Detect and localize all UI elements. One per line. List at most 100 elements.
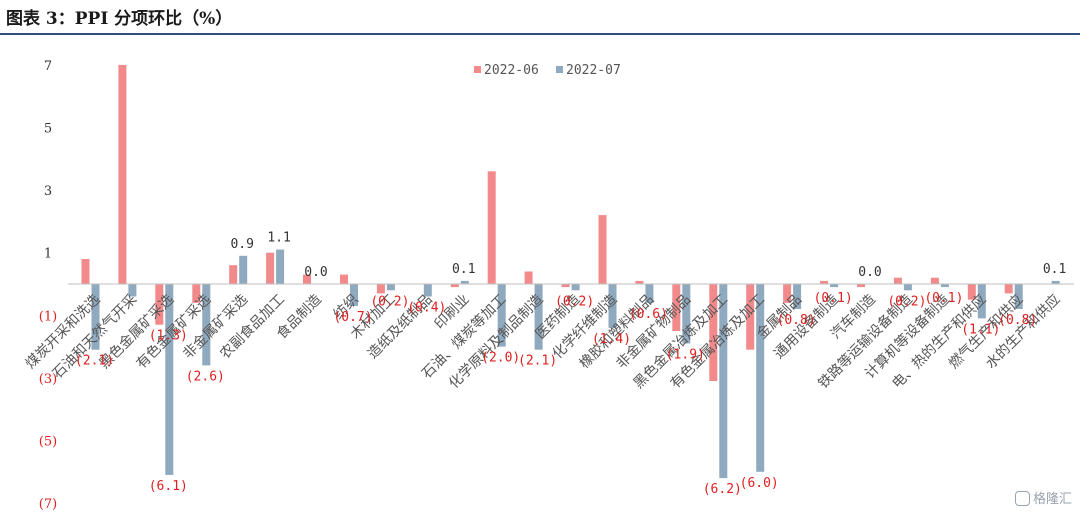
data-label: (0.8) bbox=[777, 313, 816, 328]
y-tick-label: 7 bbox=[44, 59, 52, 74]
bar-2022-06 bbox=[118, 64, 127, 285]
data-label: (6.1) bbox=[149, 479, 188, 494]
data-label: (1.3) bbox=[149, 329, 188, 344]
bar-2022-07 bbox=[534, 284, 543, 350]
bar-2022-07 bbox=[350, 284, 358, 306]
chart-title: 图表 3：PPI 分项环比（%） bbox=[6, 9, 233, 29]
data-label: (0.1) bbox=[924, 291, 963, 306]
bar-2022-07 bbox=[830, 284, 839, 288]
legend-swatch bbox=[474, 66, 481, 73]
bar-2022-07 bbox=[608, 284, 617, 328]
legend: 2022-06 2022-07 bbox=[474, 63, 621, 78]
bar-2022-07 bbox=[423, 284, 432, 297]
bar-2022-06 bbox=[340, 274, 348, 284]
legend-label: 2022-06 bbox=[484, 63, 539, 78]
bar-2022-07 bbox=[202, 284, 211, 366]
bar-2022-07 bbox=[460, 280, 469, 284]
bar-2022-07 bbox=[1014, 284, 1023, 309]
y-tick-label: 3 bbox=[44, 184, 52, 199]
bar-2022-06 bbox=[967, 284, 976, 300]
watermark-logo-icon bbox=[1014, 491, 1030, 506]
data-label: (6.0) bbox=[740, 476, 779, 491]
bar-2022-06 bbox=[524, 271, 533, 284]
bar-2022-07 bbox=[239, 255, 248, 284]
bar-2022-07 bbox=[977, 284, 986, 319]
bar-2022-06 bbox=[229, 265, 238, 284]
data-label: (0.2) bbox=[555, 294, 594, 309]
bar-2022-06 bbox=[487, 171, 496, 284]
bar-2022-07 bbox=[940, 284, 949, 288]
bar-2022-07 bbox=[682, 284, 691, 344]
y-tick-label: (7) bbox=[39, 497, 57, 512]
y-tick-label: 1 bbox=[44, 247, 52, 262]
data-label: (0.1) bbox=[814, 291, 853, 306]
bar-2022-06 bbox=[746, 284, 755, 350]
y-tick-label: (3) bbox=[39, 372, 57, 387]
data-label: (2.1) bbox=[518, 354, 557, 369]
bar-2022-06 bbox=[192, 284, 201, 303]
legend-swatch bbox=[556, 66, 563, 73]
bar-2022-06 bbox=[672, 284, 681, 331]
bar-2022-06 bbox=[266, 252, 275, 284]
bar-2022-07 bbox=[571, 284, 580, 291]
data-label: (0.7) bbox=[333, 310, 372, 325]
legend-label: 2022-07 bbox=[566, 63, 621, 78]
bar-2022-07 bbox=[276, 249, 285, 284]
watermark-text: 格隆汇 bbox=[1032, 492, 1072, 507]
data-label: (0.8) bbox=[998, 313, 1037, 328]
bar-2022-07 bbox=[165, 284, 174, 475]
data-label: (0.2) bbox=[887, 294, 926, 309]
data-label: 0.9 bbox=[230, 237, 253, 252]
bar-2022-07 bbox=[386, 284, 395, 291]
bar-2022-06 bbox=[930, 277, 939, 284]
data-label: (0.2) bbox=[370, 294, 409, 309]
bar-2022-07 bbox=[91, 284, 100, 350]
data-label: 0.1 bbox=[1043, 262, 1066, 277]
y-tick-label: (1) bbox=[39, 309, 57, 324]
data-label: (6.2) bbox=[703, 482, 742, 497]
bar-2022-06 bbox=[893, 277, 902, 284]
bar-2022-06 bbox=[857, 284, 865, 288]
bar-2022-06 bbox=[303, 274, 311, 284]
data-label: (0.4) bbox=[407, 301, 446, 316]
data-label: (1.1) bbox=[961, 322, 1000, 337]
data-label: 1.1 bbox=[267, 231, 290, 246]
bar-2022-06 bbox=[81, 259, 90, 284]
bar-2022-07 bbox=[497, 284, 506, 347]
data-label: 0.1 bbox=[452, 262, 475, 277]
bar-2022-07 bbox=[1051, 280, 1060, 284]
bars-layer bbox=[81, 64, 1060, 479]
data-label: 0.0 bbox=[858, 265, 881, 280]
data-label: (2.1) bbox=[75, 354, 114, 369]
y-axis-ticks: 7 5 3 1 (1) (3) (5) (7) bbox=[39, 59, 57, 512]
bar-2022-06 bbox=[450, 284, 459, 288]
data-label: (1.4) bbox=[592, 332, 631, 347]
bar-2022-07 bbox=[793, 284, 802, 309]
data-label: 0.0 bbox=[304, 265, 327, 280]
bar-2022-07 bbox=[903, 284, 912, 291]
bar-2022-07 bbox=[645, 284, 654, 303]
data-label: (1.9) bbox=[666, 348, 705, 363]
watermark: 格隆汇 bbox=[1014, 488, 1072, 507]
data-label: (0.6) bbox=[629, 307, 668, 322]
header-divider bbox=[0, 33, 1080, 35]
bar-2022-07 bbox=[719, 284, 728, 479]
chart-header: 图表 3：PPI 分项环比（%） bbox=[0, 0, 1080, 35]
bar-2022-06 bbox=[376, 284, 385, 294]
data-label: (2.0) bbox=[481, 351, 520, 366]
bar-2022-06 bbox=[820, 280, 829, 284]
bar-2022-07 bbox=[756, 284, 765, 472]
bar-2022-06 bbox=[155, 284, 164, 325]
bar-2022-06 bbox=[635, 280, 644, 284]
data-labels: (2.1)(1.3)(6.1)(2.6)0.9 1.10.0(0.7)(0.2)(… bbox=[75, 231, 1066, 498]
bar-2022-06 bbox=[598, 215, 607, 284]
y-tick-label: 5 bbox=[44, 122, 52, 137]
y-tick-label: (5) bbox=[39, 435, 57, 450]
data-label: (2.6) bbox=[186, 369, 225, 384]
bar-2022-06 bbox=[709, 284, 718, 381]
bar-2022-06 bbox=[561, 284, 570, 288]
bar-2022-06 bbox=[1004, 284, 1013, 294]
bar-2022-07 bbox=[128, 284, 137, 297]
bar-2022-06 bbox=[783, 284, 792, 303]
